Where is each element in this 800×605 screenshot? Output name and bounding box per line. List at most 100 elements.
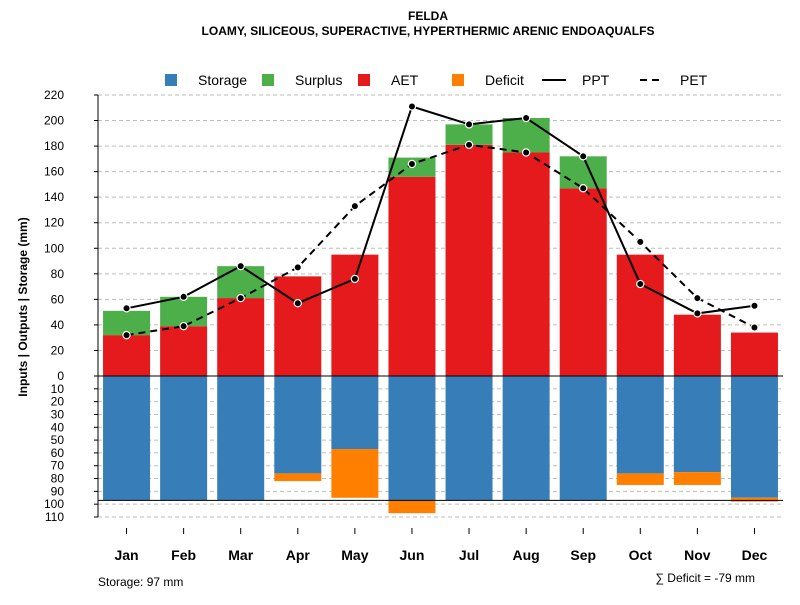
ppt-point xyxy=(579,152,588,161)
y-tick-label: 70 xyxy=(51,459,65,473)
ppt-point xyxy=(636,279,645,289)
y-tick-label: 40 xyxy=(51,318,65,332)
y-tick-label: 60 xyxy=(51,292,65,306)
legend-swatch-deficit xyxy=(452,74,464,86)
surplus-bar xyxy=(445,124,493,145)
ppt-point xyxy=(464,120,474,129)
ppt-point xyxy=(122,304,131,313)
ppt-point xyxy=(179,292,188,302)
y-tick-label: 100 xyxy=(44,497,64,511)
y-tick-label: 10 xyxy=(51,382,65,396)
storage-bar xyxy=(160,376,208,501)
x-tick-label: Jan xyxy=(114,547,138,563)
surplus-bar xyxy=(502,117,550,153)
ppt-point xyxy=(350,274,360,284)
y-tick-label: 100 xyxy=(44,241,64,255)
chart-title: FELDA xyxy=(408,9,448,23)
surplus-bar xyxy=(160,296,208,327)
legend-label-storage: Storage xyxy=(198,72,247,88)
chart-subtitle: LOAMY, SILICEOUS, SUPERACTIVE, HYPERTHER… xyxy=(202,24,655,38)
deficit-note: ∑ Deficit = -79 mm xyxy=(655,571,755,585)
y-tick-label: 30 xyxy=(51,407,65,421)
aet-bar xyxy=(274,276,322,376)
y-tick-label: 80 xyxy=(51,472,65,486)
y-tick-label: 50 xyxy=(51,433,65,447)
y-tick-label: 110 xyxy=(45,510,64,524)
deficit-bar xyxy=(388,500,436,514)
y-tick-label: 160 xyxy=(44,165,64,179)
storage-bar xyxy=(331,376,379,450)
aet-bar xyxy=(331,254,379,376)
legend-label-deficit: Deficit xyxy=(485,72,524,88)
storage-bar xyxy=(445,376,493,501)
deficit-bar xyxy=(331,449,379,498)
storage-bar xyxy=(559,376,607,501)
x-tick-label: Jul xyxy=(459,547,479,563)
y-tick-label: 20 xyxy=(51,395,65,409)
legend-label-aet: AET xyxy=(391,72,419,88)
surplus-bar xyxy=(559,156,607,189)
legend-swatch-aet xyxy=(358,74,370,86)
storage-bar xyxy=(673,376,721,473)
ppt-point xyxy=(521,113,531,123)
pet-point xyxy=(122,330,131,340)
pet-point xyxy=(521,148,531,157)
y-tick-label: 20 xyxy=(51,343,65,357)
grid-lines xyxy=(98,94,783,518)
ppt-point xyxy=(293,298,302,308)
axes: 0204060801001201401601802002201020304050… xyxy=(44,88,783,563)
y-tick-label: 90 xyxy=(51,484,65,498)
storage-bar xyxy=(217,376,265,501)
deficit-bar xyxy=(673,472,721,485)
pet-point xyxy=(579,184,588,193)
y-tick-label: 120 xyxy=(44,216,64,230)
ppt-point xyxy=(407,102,417,111)
storage-bar xyxy=(388,376,436,501)
y-tick-label: 140 xyxy=(44,190,64,204)
aet-bar xyxy=(730,332,778,376)
aet-bar xyxy=(103,335,151,376)
y-tick-label: 200 xyxy=(44,114,64,128)
pet-point xyxy=(293,263,302,272)
x-tick-label: Dec xyxy=(742,547,768,563)
surplus-bar xyxy=(217,266,265,299)
aet-bar xyxy=(502,152,550,376)
deficit-bar xyxy=(616,473,664,485)
aet-bar xyxy=(217,298,265,376)
y-tick-label: 220 xyxy=(44,88,64,102)
y-tick-label: 60 xyxy=(51,446,65,460)
aet-bar xyxy=(388,176,436,376)
ppt-point xyxy=(750,301,759,310)
storage-bar xyxy=(502,376,550,501)
pet-point xyxy=(464,140,474,150)
storage-bar xyxy=(103,376,151,501)
pet-point xyxy=(636,237,645,247)
ppt-point xyxy=(236,261,245,271)
deficit-bar xyxy=(274,473,322,482)
pet-point xyxy=(350,201,360,211)
legend-swatch-storage xyxy=(165,74,177,86)
y-tick-label: 40 xyxy=(51,420,65,434)
y-tick-label: 180 xyxy=(44,139,64,153)
y-tick-label: 80 xyxy=(51,267,65,281)
pet-point xyxy=(407,159,417,169)
aet-bar xyxy=(559,188,607,376)
legend-label-surplus: Surplus xyxy=(295,72,342,88)
legend-label-pet: PET xyxy=(680,72,708,88)
pet-point xyxy=(236,293,245,303)
x-tick-label: Feb xyxy=(171,547,196,563)
x-tick-label: Sep xyxy=(570,547,596,563)
x-tick-label: Jun xyxy=(400,547,425,563)
bars xyxy=(103,117,778,514)
y-tick-label: 0 xyxy=(57,369,64,383)
ppt-line xyxy=(126,105,755,315)
pet-point xyxy=(693,293,702,303)
x-tick-label: Nov xyxy=(684,547,711,563)
storage-bar xyxy=(274,376,322,474)
x-tick-label: Mar xyxy=(228,547,253,563)
storage-bar xyxy=(616,376,664,474)
series-lines xyxy=(122,102,759,340)
x-tick-label: Aug xyxy=(513,547,540,563)
